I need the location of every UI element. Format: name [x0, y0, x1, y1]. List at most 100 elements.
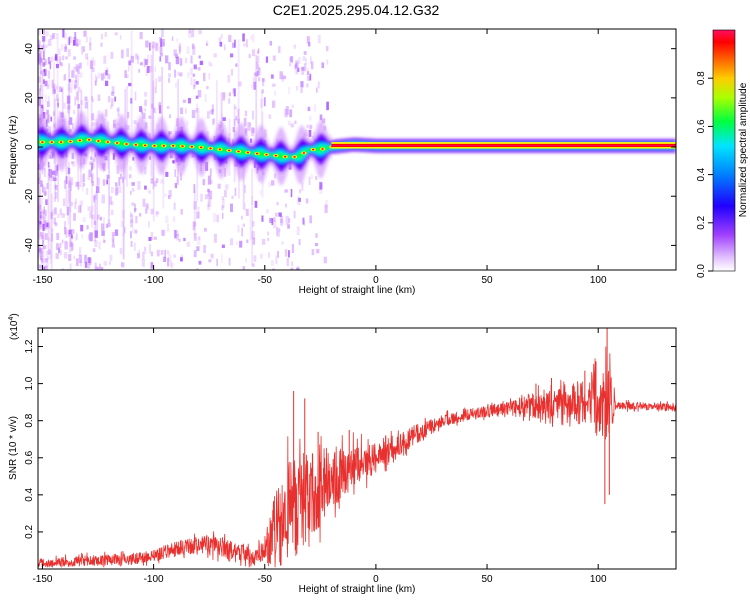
spectrogram-noise-cell	[203, 245, 206, 253]
spectrogram-noise-cell	[287, 224, 290, 229]
spectrogram-noise-cell	[64, 44, 67, 50]
spectrogram-noise-cell	[110, 51, 114, 59]
spectrogram-x-tick-label: -50	[258, 275, 273, 286]
spectrogram-noise-cell	[242, 223, 246, 227]
spectrogram-noise-cell	[273, 217, 276, 222]
spectrogram-noise-cell	[43, 210, 46, 219]
spectrogram-noise-cell	[68, 254, 72, 262]
spectrogram-noise-cell	[274, 91, 276, 96]
spectrogram-noise-cell	[123, 226, 126, 234]
spectrogram-noise-cell	[228, 98, 231, 104]
spectrogram-x-tick-label: -150	[32, 275, 52, 286]
spectrogram-x-tick-label: 50	[481, 275, 493, 286]
spectrogram-noise-cell	[127, 111, 130, 119]
ridge-core-peak-center	[227, 149, 231, 152]
spectrogram-noise-cell	[94, 230, 98, 238]
spectrogram-noise-cell	[119, 173, 122, 180]
spectrogram-noise-cell	[47, 95, 50, 102]
spectrogram-noise-cell	[291, 104, 294, 109]
spectrogram-noise-cell	[276, 227, 280, 237]
spectrogram-y-tick-label: 40	[24, 43, 35, 55]
spectrogram-noise-cell	[38, 225, 42, 231]
spectrogram-noise-cell	[208, 259, 212, 263]
spectrogram-noise-cell	[250, 35, 253, 40]
spectrogram-noise-cell	[98, 241, 101, 250]
spectrogram-noise-cell	[208, 73, 211, 80]
spectrogram-noise-cell	[145, 40, 149, 48]
spectrogram-noise-cell	[298, 239, 301, 246]
spectrogram-noise-cell	[268, 252, 270, 258]
spectrogram-noise-cell	[114, 187, 118, 196]
spectrogram-noise-cell	[40, 104, 43, 109]
spectrogram-noise-cell	[310, 56, 312, 65]
spectrogram-noise-cell	[288, 87, 290, 95]
spectrogram-noise-cell	[144, 101, 147, 107]
spectrogram-noise-cell	[94, 80, 97, 86]
spectrogram-noise-cell	[62, 29, 65, 38]
spectrogram-noise-cell	[311, 135, 314, 139]
spectrogram-noise-cell	[172, 160, 175, 164]
ridge-core-peak-center	[41, 141, 44, 144]
spectrogram-noise-cell	[105, 174, 108, 181]
spectrogram-noise-cell	[50, 116, 53, 122]
spectrogram-noise-cell	[80, 61, 82, 68]
spectrogram-streak	[56, 38, 59, 146]
spectrogram-noise-cell	[49, 61, 52, 70]
spectrogram-noise-cell	[293, 44, 297, 49]
spectrogram-noise-cell	[294, 64, 297, 70]
spectrogram-noise-cell	[68, 81, 71, 91]
spectrogram-noise-cell	[303, 63, 307, 72]
spectrogram-streak	[47, 172, 50, 255]
spectrogram-noise-cell	[130, 219, 134, 228]
spectrogram-noise-cell	[296, 266, 300, 270]
spectrogram-noise-cell	[96, 214, 100, 220]
spectrogram-noise-cell	[50, 212, 53, 219]
spectrogram-noise-cell	[39, 50, 42, 60]
spectrogram-noise-cell	[54, 53, 58, 61]
spectrogram-noise-cell	[134, 203, 136, 213]
spectrogram-streak	[220, 92, 223, 146]
spectrogram-noise-cell	[257, 50, 260, 55]
spectrogram-noise-cell	[39, 255, 43, 260]
spectrogram-noise-cell	[136, 253, 140, 259]
spectrogram-noise-cell	[70, 182, 73, 191]
spectrogram-noise-cell	[242, 266, 246, 270]
spectrogram-noise-cell	[42, 36, 46, 42]
spectrogram-noise-cell	[210, 253, 214, 259]
spectrogram-noise-cell	[191, 43, 195, 50]
spectrogram-noise-cell	[85, 187, 89, 195]
spectrogram-noise-cell	[302, 217, 305, 225]
spectrogram-noise-cell	[300, 87, 303, 94]
spectrogram-noise-cell	[303, 51, 307, 55]
spectrogram-noise-cell	[260, 99, 263, 108]
ridge-core-peak-center	[311, 148, 315, 151]
spectrogram-noise-cell	[39, 248, 43, 254]
spectrogram-noise-cell	[168, 62, 171, 71]
spectrogram-noise-cell	[45, 109, 49, 116]
spectrogram-noise-cell	[139, 31, 143, 40]
spectrogram-noise-cell	[49, 168, 53, 178]
spectrogram-noise-cell	[120, 220, 125, 228]
spectrogram-noise-cell	[195, 81, 199, 85]
spectrogram-noise-cell	[180, 257, 183, 262]
spectrogram-noise-cell	[44, 67, 47, 72]
spectrogram-noise-cell	[311, 249, 315, 256]
spectrogram-noise-cell	[184, 57, 188, 64]
spectrogram-noise-cell	[68, 233, 71, 237]
spectrogram-noise-cell	[121, 176, 124, 183]
spectrogram-noise-cell	[289, 62, 292, 67]
spectrogram-noise-cell	[100, 223, 105, 231]
spectrogram-noise-cell	[179, 72, 183, 77]
spectrogram-noise-cell	[286, 258, 289, 267]
snr-y-tick-label: 0.8	[24, 413, 35, 427]
spectrogram-noise-cell	[146, 65, 150, 73]
spectrogram-noise-cell	[204, 94, 207, 102]
snr-plot-area	[38, 328, 676, 568]
spectrogram-noise-cell	[121, 210, 125, 219]
spectrogram-noise-cell	[275, 212, 278, 217]
spectrogram-noise-cell	[91, 162, 95, 169]
spectrogram-noise-cell	[208, 198, 212, 207]
spectrogram-noise-cell	[52, 33, 55, 39]
ridge-core-peak-center	[237, 150, 240, 153]
spectrogram-noise-cell	[47, 70, 50, 79]
